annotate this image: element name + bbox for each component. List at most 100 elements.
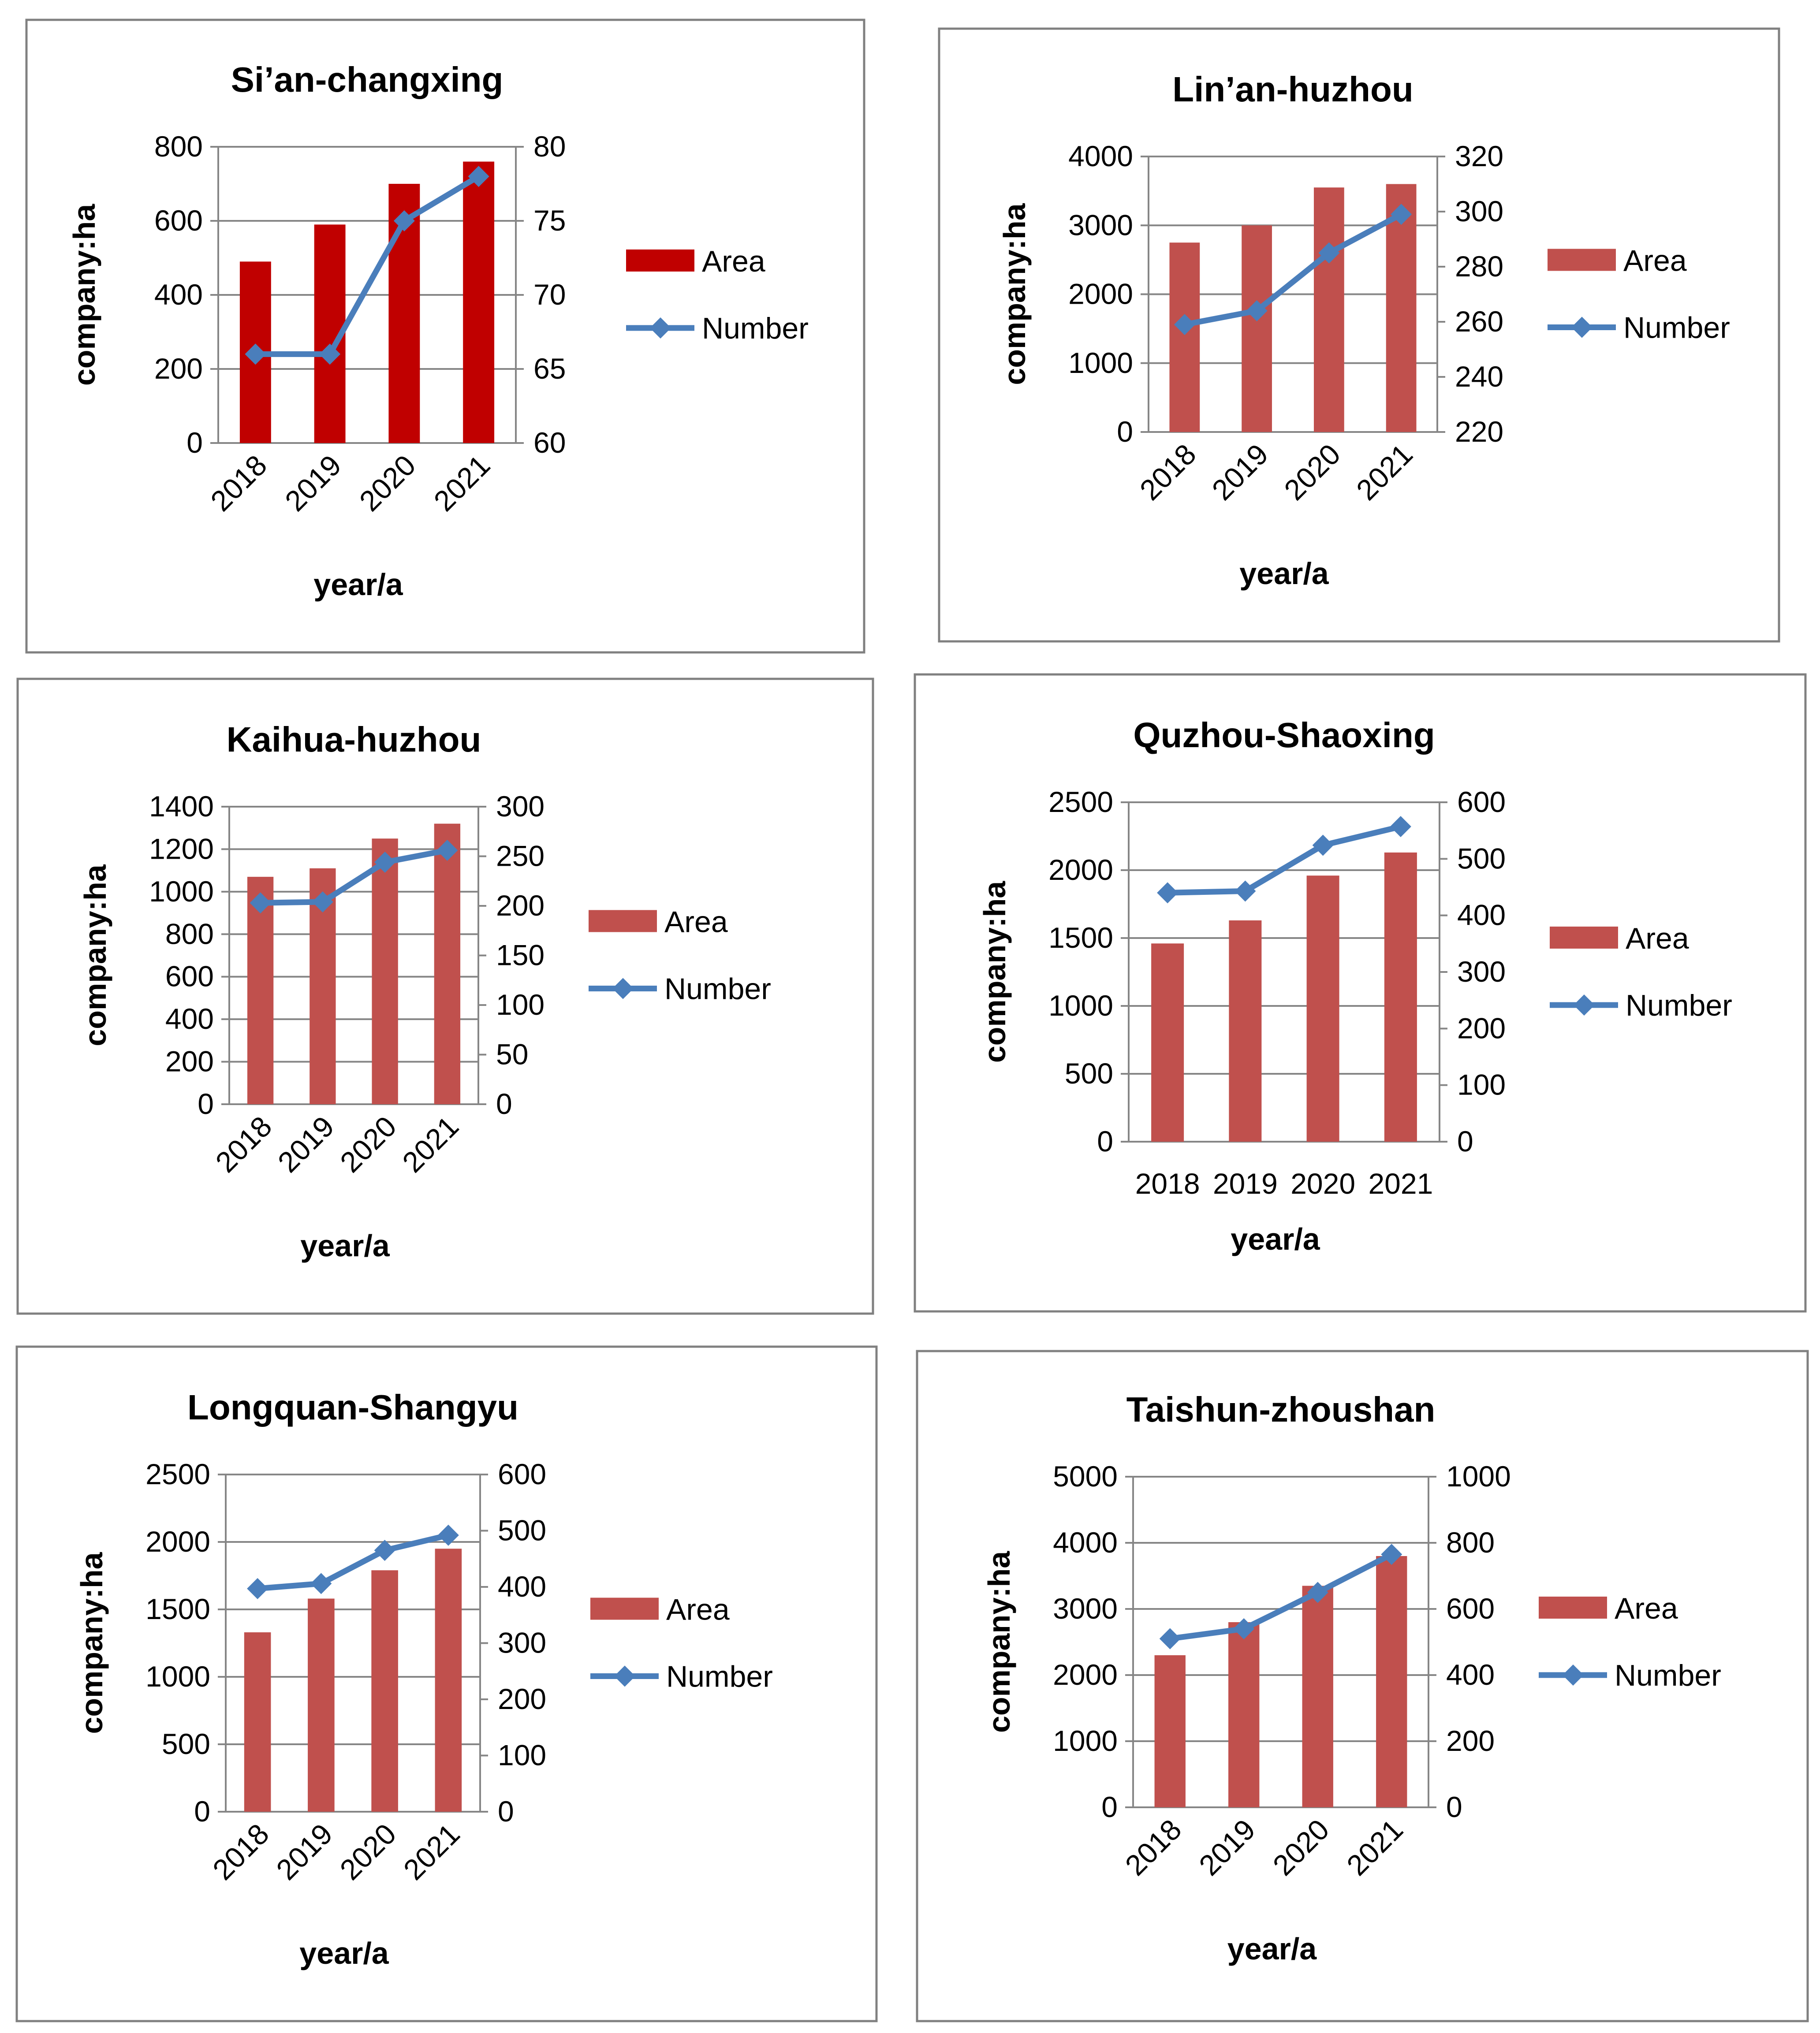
bar-area-2019 xyxy=(1229,920,1262,1142)
legend-area-label: Area xyxy=(1626,922,1689,955)
y-tick-label: 1500 xyxy=(145,1593,210,1625)
y-tick-label: 4000 xyxy=(1053,1526,1118,1559)
y-tick-label: 500 xyxy=(162,1728,210,1760)
y2-tick-label: 0 xyxy=(1457,1125,1473,1158)
y-tick-label: 800 xyxy=(165,917,214,950)
plot-area xyxy=(225,1474,481,1813)
y-tick-label: 400 xyxy=(154,278,203,311)
bar-area-2020 xyxy=(372,838,398,1104)
bar-area-2019 xyxy=(1242,225,1272,432)
y2-tick-label: 300 xyxy=(498,1627,546,1659)
x-axis-label: year/a xyxy=(1227,1932,1317,1966)
y2-tick-label: 70 xyxy=(533,278,566,311)
y2-tick-label: 0 xyxy=(1446,1791,1462,1823)
number-series-line xyxy=(1182,211,1404,328)
number-point-2020 xyxy=(1318,242,1340,264)
y2-tick-label: 800 xyxy=(1446,1526,1495,1559)
y-tick-label: 0 xyxy=(194,1795,210,1828)
y-tick-label: 1000 xyxy=(145,1660,210,1693)
chart-title: Longquan-Shangyu xyxy=(187,1388,518,1427)
y-tick-label: 1500 xyxy=(1048,921,1113,954)
legend-area-label: Area xyxy=(1623,244,1687,278)
y2-tick-label: 300 xyxy=(1457,955,1506,988)
number-point-2020 xyxy=(393,210,415,231)
number-point-2019 xyxy=(1234,880,1256,902)
bar-area-2019 xyxy=(1228,1622,1260,1807)
y2-tick-label: 100 xyxy=(498,1739,546,1772)
y-tick-label: 1000 xyxy=(149,875,214,908)
y2-tick-label: 600 xyxy=(498,1458,546,1490)
bar-area-2018 xyxy=(247,877,274,1104)
y2-tick-label: 1000 xyxy=(1446,1460,1511,1493)
y2-tick-label: 200 xyxy=(1457,1012,1506,1044)
bar-area-2020 xyxy=(1306,875,1339,1142)
number-point-2020 xyxy=(374,1540,395,1561)
number-series-line xyxy=(257,847,450,906)
number-point-2021 xyxy=(437,1524,459,1546)
legend-number-label: Number xyxy=(1615,1659,1721,1692)
bar-area-2020 xyxy=(1302,1586,1333,1807)
y-axis-label: company:ha xyxy=(982,1551,1016,1733)
y-tick-label: 1000 xyxy=(1048,989,1113,1022)
number-point-2019 xyxy=(310,1573,332,1594)
number-point-2019 xyxy=(1246,300,1268,321)
y2-tick-label: 200 xyxy=(1446,1724,1495,1757)
x-tick-label: 2019 xyxy=(1213,1167,1278,1200)
number-point-2018 xyxy=(247,1578,269,1599)
y-tick-label: 600 xyxy=(165,960,214,993)
number-series-line xyxy=(1164,823,1404,896)
y2-tick-label: 100 xyxy=(496,988,545,1021)
legend-area-swatch xyxy=(1550,927,1618,949)
y2-tick-label: 150 xyxy=(496,939,545,972)
plot-area xyxy=(228,806,479,1105)
y-tick-label: 1200 xyxy=(149,832,214,865)
bar-area-2018 xyxy=(1151,943,1184,1142)
y-tick-label: 2500 xyxy=(145,1458,210,1490)
y2-tick-label: 100 xyxy=(1457,1069,1506,1101)
y-tick-label: 1400 xyxy=(149,790,214,823)
chart-title: Kaihua-huzhou xyxy=(227,720,481,759)
y2-tick-label: 300 xyxy=(1455,195,1503,227)
y-tick-label: 5000 xyxy=(1053,1460,1118,1493)
bar-area-2021 xyxy=(434,823,461,1104)
y2-tick-label: 60 xyxy=(533,426,566,459)
chart-panel: Kaihua-huzhou 0 200 400 600 800 1000 1200 1400 0 5… xyxy=(16,678,874,1315)
legend-number-label: Number xyxy=(1623,311,1730,345)
panel-frame xyxy=(25,19,865,654)
y-tick-label: 2500 xyxy=(1048,786,1113,818)
plot-area xyxy=(1128,801,1440,1143)
y2-tick-label: 75 xyxy=(533,204,566,237)
y2-tick-label: 400 xyxy=(498,1570,546,1603)
panel-frame xyxy=(916,1350,1809,2022)
number-point-2021 xyxy=(1381,1544,1402,1565)
x-axis-label: year/a xyxy=(300,1229,390,1263)
number-point-2018 xyxy=(1174,314,1195,335)
legend-area-label: Area xyxy=(702,245,765,278)
y2-tick-label: 200 xyxy=(496,889,545,922)
chart-panel: Si’an-changxing0200400600800606570758020… xyxy=(25,19,865,654)
chart-title: Taishun-zhoushan xyxy=(1126,1390,1436,1429)
number-point-2020 xyxy=(1307,1582,1328,1603)
y-axis-label: company:ha xyxy=(67,204,101,386)
panel-frame xyxy=(938,27,1780,643)
bar-area-2021 xyxy=(1384,852,1417,1142)
y2-tick-label: 400 xyxy=(1446,1658,1495,1691)
y-tick-label: 2000 xyxy=(145,1525,210,1558)
legend-area-swatch xyxy=(1539,1597,1607,1619)
number-point-2019 xyxy=(319,343,341,365)
y-tick-label: 0 xyxy=(1101,1791,1118,1823)
y-tick-label: 600 xyxy=(154,204,203,237)
y-axis-label: company:ha xyxy=(977,881,1012,1063)
y-axis-label: company:ha xyxy=(78,864,112,1046)
bar-area-2018 xyxy=(244,1632,271,1812)
plot-area xyxy=(217,146,517,444)
y-axis-label: company:ha xyxy=(75,1552,109,1734)
y2-tick-label: 50 xyxy=(496,1038,528,1071)
y2-tick-label: 220 xyxy=(1455,415,1503,448)
number-point-2018 xyxy=(250,892,271,914)
legend-area-label: Area xyxy=(664,905,728,939)
bar-area-2020 xyxy=(1313,187,1344,432)
y2-tick-label: 0 xyxy=(498,1795,514,1828)
bar-area-2021 xyxy=(463,161,495,443)
